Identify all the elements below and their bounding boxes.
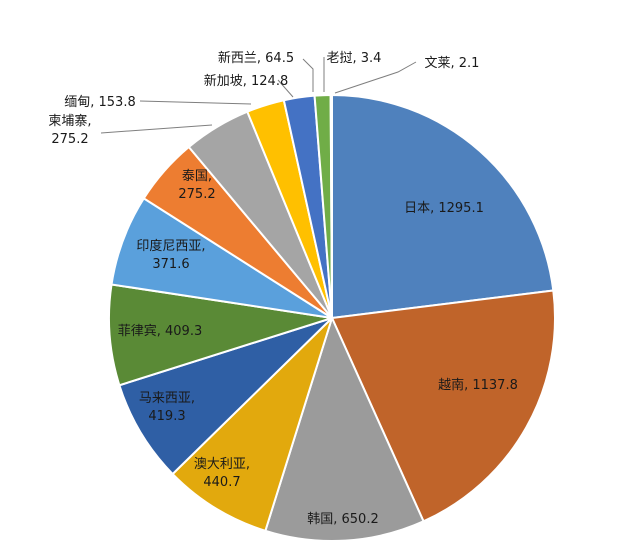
- data-label-6: 菲律宾, 409.3: [118, 323, 202, 339]
- data-label-4: 澳大利亚, 440.7: [194, 456, 250, 490]
- pie-slice-4: [171, 317, 333, 533]
- data-label-13: 老挝, 3.4: [327, 51, 382, 66]
- data-label-1: 日本, 1295.1: [404, 201, 484, 216]
- data-label-7: 印度尼西亚, 371.6: [136, 238, 205, 272]
- data-label-12: 新西兰, 64.5: [218, 50, 294, 66]
- pie-slices: [108, 93, 556, 542]
- pie-slice-14: [330, 93, 333, 319]
- leader-line-12: [302, 58, 314, 92]
- pie-slice-1: [331, 93, 555, 320]
- leader-line-9: [100, 124, 213, 134]
- leader-lines: [100, 57, 417, 134]
- pie-slice-5: [118, 317, 333, 476]
- data-label-9: 柬埔寨, 275.2: [48, 113, 91, 147]
- leader-line-10: [139, 100, 252, 105]
- data-label-14: 文莱, 2.1: [425, 56, 480, 71]
- data-label-3: 韩国, 650.2: [307, 512, 378, 527]
- pie-slice-2: [330, 289, 556, 523]
- leader-line-14: [334, 61, 417, 94]
- leader-line-11: [277, 79, 294, 98]
- data-label-8: 泰国, 275.2: [178, 169, 215, 202]
- data-labels: 日本, 1295.1 越南, 1137.8 韩国, 650.2 澳大利亚, 440.7 马…: [48, 50, 517, 527]
- data-label-10: 缅甸, 153.8: [64, 95, 135, 110]
- data-label-2: 越南, 1137.8: [438, 377, 518, 393]
- data-label-11: 新加坡, 124.8: [204, 73, 288, 89]
- pie-slice-3: [264, 315, 425, 542]
- data-label-5: 马来西亚, 419.3: [139, 391, 195, 424]
